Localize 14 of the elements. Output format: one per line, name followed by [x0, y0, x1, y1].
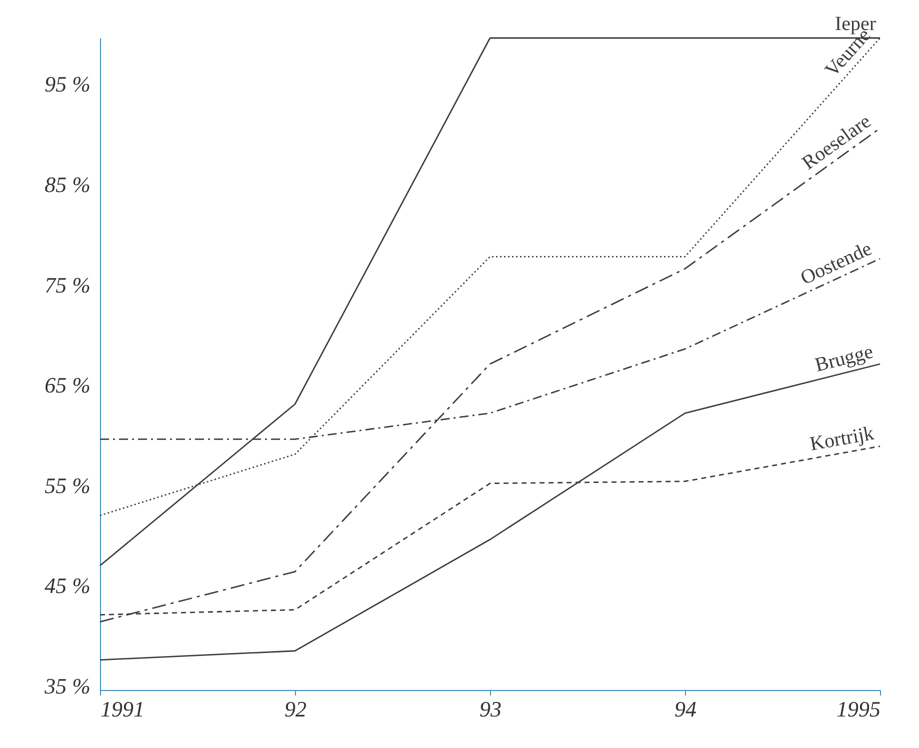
x-tick-label: 1991	[100, 696, 144, 722]
y-tick-label: 65 %	[44, 372, 90, 398]
x-tick-label: 94	[674, 696, 696, 722]
y-tick-label: 45 %	[44, 573, 90, 598]
y-tick-label: 95 %	[44, 72, 90, 97]
y-tick-label: 75 %	[44, 272, 90, 298]
x-tick-label: 93	[480, 696, 502, 722]
text: Brugge	[812, 340, 876, 376]
text: Kortrijk	[808, 422, 876, 456]
y-tick-label: 85 %	[44, 172, 90, 197]
y-tick-label: 55 %	[44, 472, 90, 498]
x-tick-label: 92	[284, 696, 306, 722]
x-tick-label: 1995	[836, 696, 880, 722]
y-tick-label: 35 %	[44, 674, 90, 698]
